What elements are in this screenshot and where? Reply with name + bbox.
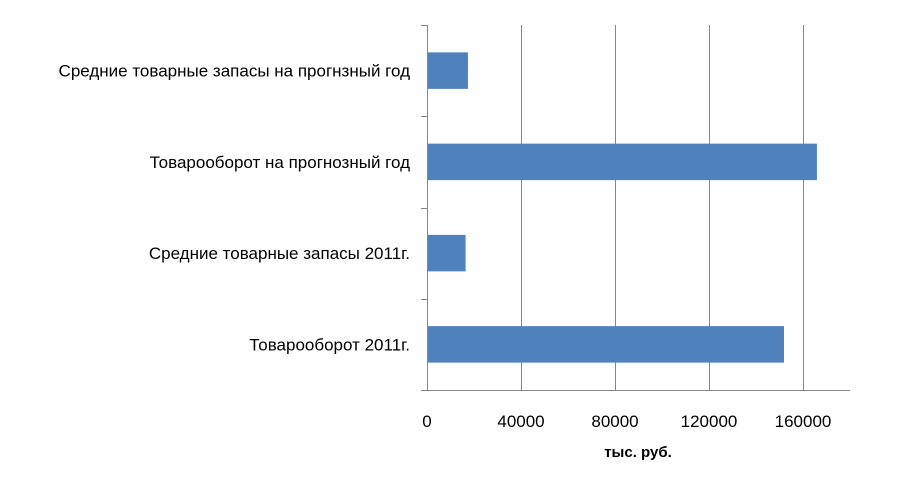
x-axis-title: тыс. руб. [604, 444, 672, 461]
bar-0 [428, 52, 468, 89]
labels: 0 40000 80000 120000 160000 Средние товарные … [59, 62, 832, 431]
category-label-0: Средние товарные запасы на прогнзный год [59, 62, 411, 81]
bars [428, 52, 817, 363]
x-tick-label-1: 40000 [497, 412, 544, 431]
category-label-1: Товарооборот на прогнозный год [150, 153, 410, 172]
category-label-3: Товарооборот 2011г. [249, 335, 410, 354]
bar-2 [428, 234, 466, 272]
bar-1 [428, 143, 817, 181]
x-tick-label-2: 80000 [591, 412, 638, 431]
x-tick-label-3: 120000 [681, 412, 738, 431]
x-tick-label-4: 160000 [775, 412, 832, 431]
category-label-2: Средние товарные запасы 2011г. [149, 244, 410, 263]
bar-3 [428, 326, 785, 363]
axes [421, 25, 850, 391]
x-tick-label-0: 0 [422, 412, 431, 431]
